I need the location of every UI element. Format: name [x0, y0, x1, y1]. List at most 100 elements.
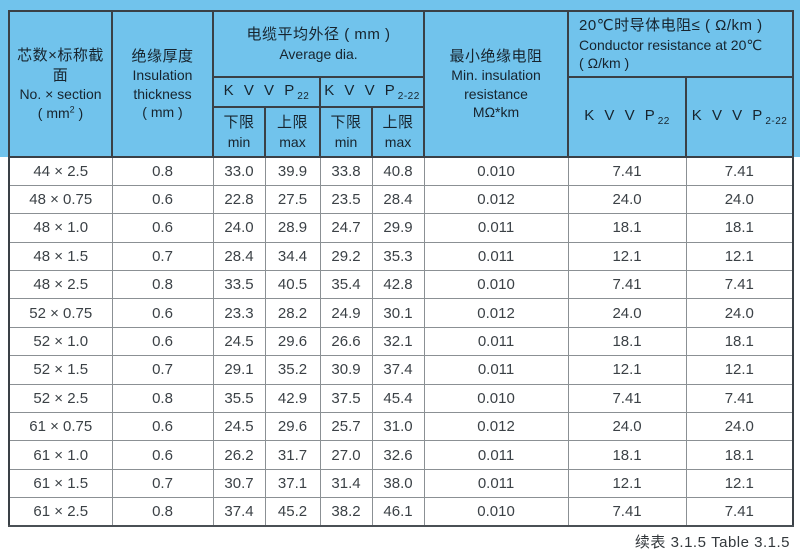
cell-kvvp2-22-min: 35.4 [319, 270, 373, 300]
header-kvvp22-min: 下限 min [212, 106, 266, 158]
cell-kvvp2-22-min: 24.9 [319, 298, 373, 328]
table-row: 48 × 0.75 0.6 22.8 27.5 23.5 28.4 0.012 … [8, 184, 795, 215]
header-insulation-zh: 绝缘厚度 [131, 47, 194, 65]
cell-insulation-thickness: 0.6 [111, 213, 214, 243]
cell-kvvp22-min: 24.5 [212, 326, 266, 357]
cell-kvvp2-22-max: 35.3 [371, 241, 425, 272]
cell-resistance-kvvp2-22: 24.0 [685, 184, 795, 215]
cell-min-insulation-resistance: 0.011 [423, 468, 569, 499]
cell-kvvp22-min: 33.5 [212, 270, 266, 300]
header-insulation-en2: thickness [133, 85, 192, 102]
header-min-resistance-unit: MΩ*km [472, 103, 520, 120]
cell-kvvp2-22-min: 31.4 [319, 468, 373, 499]
cell-kvvp2-22-max: 32.1 [371, 326, 425, 357]
kvvp2-22-label: K V V P2-22 [691, 107, 788, 127]
cell-kvvp2-22-max: 46.1 [371, 497, 425, 528]
table-row: 61 × 1.5 0.7 30.7 37.1 31.4 38.0 0.011 1… [8, 468, 795, 499]
cell-kvvp2-22-max: 40.8 [371, 156, 425, 186]
cell-kvvp2-22-max: 31.0 [371, 412, 425, 442]
header-average-dia-en: Average dia. [279, 45, 358, 62]
header-section-unit: ( mm2 ) [11, 104, 110, 122]
cell-section: 48 × 0.75 [8, 184, 113, 215]
cell-kvvp22-min: 35.5 [212, 383, 266, 414]
cell-min-insulation-resistance: 0.011 [423, 241, 569, 272]
cell-section: 52 × 1.5 [8, 355, 113, 385]
cell-min-insulation-resistance: 0.011 [423, 355, 569, 385]
header-min-insulation-resistance: 最小绝缘电阻 Min. insulation resistance MΩ*km [423, 10, 570, 158]
cell-kvvp2-22-max: 28.4 [371, 184, 425, 215]
cell-section: 61 × 2.5 [8, 497, 113, 528]
cell-min-insulation-resistance: 0.011 [423, 213, 569, 243]
cell-resistance-kvvp22: 24.0 [567, 184, 687, 215]
cell-resistance-kvvp22: 24.0 [567, 298, 687, 328]
cell-resistance-kvvp2-22: 12.1 [685, 241, 795, 272]
table-row: 61 × 1.0 0.6 26.2 31.7 27.0 32.6 0.011 1… [8, 440, 795, 470]
cell-kvvp22-min: 26.2 [212, 440, 266, 470]
limit-zh: 下限 [223, 114, 255, 132]
cell-kvvp2-22-min: 25.7 [319, 412, 373, 442]
cell-kvvp2-22-min: 37.5 [319, 383, 373, 414]
table-row: 48 × 2.5 0.8 33.5 40.5 35.4 42.8 0.010 7… [8, 270, 795, 300]
limit-zh: 下限 [330, 114, 362, 132]
table-row: 61 × 2.5 0.8 37.4 45.2 38.2 46.1 0.010 7… [8, 497, 795, 528]
table-row: 52 × 1.5 0.7 29.1 35.2 30.9 37.4 0.011 1… [8, 355, 795, 385]
header-insulation-unit: ( mm ) [142, 103, 183, 120]
cell-kvvp22-max: 40.5 [264, 270, 321, 300]
cell-min-insulation-resistance: 0.010 [423, 156, 569, 186]
cell-kvvp2-22-min: 26.6 [319, 326, 373, 357]
cell-kvvp22-max: 34.4 [264, 241, 321, 272]
cell-kvvp22-min: 22.8 [212, 184, 266, 215]
header-section-en: No. × section [19, 86, 102, 103]
cell-insulation-thickness: 0.6 [111, 440, 214, 470]
kvvp-subscript: 2-22 [397, 91, 420, 102]
cell-section: 61 × 0.75 [8, 412, 113, 442]
cell-insulation-thickness: 0.7 [111, 241, 214, 272]
header-dia-kvvp2-22: K V V P2-22 [318, 76, 426, 108]
cell-section: 48 × 1.0 [8, 213, 113, 243]
table-row: 52 × 1.0 0.6 24.5 29.6 26.6 32.1 0.011 1… [8, 326, 795, 357]
table-header: 芯数×标称截面 No. × section ( mm2 ) 绝缘厚度 Insul… [8, 10, 795, 158]
cell-section: 52 × 1.0 [8, 326, 113, 357]
cell-resistance-kvvp22: 24.0 [567, 412, 687, 442]
header-min-resistance-en1: Min. insulation [451, 67, 541, 84]
kvvp-subscript: 2-22 [765, 116, 788, 127]
cell-resistance-kvvp2-22: 24.0 [685, 412, 795, 442]
cell-min-insulation-resistance: 0.010 [423, 497, 569, 528]
limit-en: max [384, 133, 412, 150]
cell-kvvp2-22-max: 30.1 [371, 298, 425, 328]
cell-kvvp2-22-min: 24.7 [319, 213, 373, 243]
cell-kvvp22-min: 37.4 [212, 497, 266, 528]
cell-kvvp2-22-max: 29.9 [371, 213, 425, 243]
header-min-resistance-zh: 最小绝缘电阻 [449, 47, 543, 65]
cell-section: 48 × 2.5 [8, 270, 113, 300]
cell-kvvp22-max: 28.2 [264, 298, 321, 328]
cell-resistance-kvvp22: 7.41 [567, 497, 687, 528]
cell-kvvp2-22-max: 37.4 [371, 355, 425, 385]
cell-min-insulation-resistance: 0.012 [423, 412, 569, 442]
table-row: 52 × 0.75 0.6 23.3 28.2 24.9 30.1 0.012 … [8, 298, 795, 328]
cell-resistance-kvvp2-22: 12.1 [685, 468, 795, 499]
table-row: 52 × 2.5 0.8 35.5 42.9 37.5 45.4 0.010 7… [8, 383, 795, 414]
cell-resistance-kvvp2-22: 18.1 [685, 440, 795, 470]
cell-section: 44 × 2.5 [8, 156, 113, 186]
kvvp-base: K V V P [324, 82, 398, 99]
table-caption: 续表 3.1.5 Table 3.1.5 [634, 534, 790, 551]
kvvp22-label: K V V P22 [584, 107, 670, 127]
kvvp-base: K V V P [691, 107, 766, 124]
cell-kvvp22-max: 37.1 [264, 468, 321, 499]
cell-kvvp2-22-max: 45.4 [371, 383, 425, 414]
cell-insulation-thickness: 0.8 [111, 383, 214, 414]
kvvp-subscript: 22 [657, 116, 670, 127]
cell-section: 61 × 1.5 [8, 468, 113, 499]
header-conductor-resistance: 20℃时导体电阻≤ ( Ω/km ) Conductor resistance … [567, 10, 795, 78]
table-row: 61 × 0.75 0.6 24.5 29.6 25.7 31.0 0.012 … [8, 412, 795, 442]
limit-en: min [334, 133, 358, 150]
kvvp22-label: K V V P22 [223, 82, 310, 102]
cell-resistance-kvvp2-22: 7.41 [685, 270, 795, 300]
kvvp-base: K V V P [223, 82, 298, 99]
cell-kvvp2-22-min: 38.2 [319, 497, 373, 528]
header-conductor-unit: ( Ω/km ) [579, 54, 630, 71]
limit-zh: 上限 [276, 114, 308, 132]
header-min-resistance-en2: resistance [464, 85, 528, 102]
cell-kvvp2-22-max: 32.6 [371, 440, 425, 470]
